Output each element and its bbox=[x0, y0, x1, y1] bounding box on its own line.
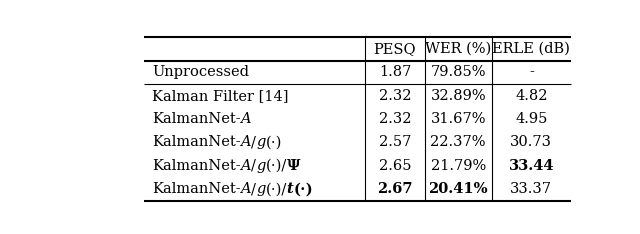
Text: /: / bbox=[251, 135, 256, 150]
Text: (⋅)/: (⋅)/ bbox=[266, 182, 287, 196]
Text: KalmanNet-: KalmanNet- bbox=[152, 135, 241, 150]
Text: 79.85%: 79.85% bbox=[431, 65, 486, 79]
Text: 21.79%: 21.79% bbox=[431, 159, 486, 173]
Text: KalmanNet-: KalmanNet- bbox=[152, 159, 241, 173]
Text: g: g bbox=[256, 159, 266, 173]
Text: (⋅): (⋅) bbox=[293, 182, 313, 196]
Text: 2.65: 2.65 bbox=[379, 159, 412, 173]
Text: Kalman Filter [14]: Kalman Filter [14] bbox=[152, 89, 289, 103]
Text: 2.57: 2.57 bbox=[379, 135, 411, 150]
Text: PESQ: PESQ bbox=[374, 42, 416, 56]
Text: g: g bbox=[256, 135, 266, 150]
Text: 4.82: 4.82 bbox=[515, 89, 548, 103]
Text: 30.73: 30.73 bbox=[510, 135, 552, 150]
Text: 33.37: 33.37 bbox=[510, 182, 552, 196]
Text: 31.67%: 31.67% bbox=[431, 112, 486, 126]
Text: -: - bbox=[529, 65, 534, 79]
Text: /: / bbox=[251, 159, 256, 173]
Text: A: A bbox=[241, 182, 251, 196]
Text: A: A bbox=[241, 135, 251, 150]
Text: /: / bbox=[251, 182, 256, 196]
Text: 33.44: 33.44 bbox=[509, 159, 554, 173]
Text: Unprocessed: Unprocessed bbox=[152, 65, 249, 79]
Text: 32.89%: 32.89% bbox=[430, 89, 486, 103]
Text: Ψ: Ψ bbox=[287, 159, 300, 173]
Text: 2.32: 2.32 bbox=[379, 112, 412, 126]
Text: 1.87: 1.87 bbox=[379, 65, 411, 79]
Text: g: g bbox=[256, 182, 266, 196]
Text: 2.32: 2.32 bbox=[379, 89, 412, 103]
Text: 20.41%: 20.41% bbox=[428, 182, 488, 196]
Text: KalmanNet-: KalmanNet- bbox=[152, 182, 241, 196]
Text: ERLE (dB): ERLE (dB) bbox=[492, 42, 570, 56]
Text: A: A bbox=[241, 112, 251, 126]
Text: KalmanNet-: KalmanNet- bbox=[152, 112, 241, 126]
Text: A: A bbox=[241, 159, 251, 173]
Text: (⋅)/: (⋅)/ bbox=[266, 159, 287, 173]
Text: 2.67: 2.67 bbox=[377, 182, 413, 196]
Text: WER (%): WER (%) bbox=[425, 42, 492, 56]
Text: (⋅): (⋅) bbox=[266, 135, 282, 150]
Text: 22.37%: 22.37% bbox=[431, 135, 486, 150]
Text: t: t bbox=[287, 182, 293, 196]
Text: 4.95: 4.95 bbox=[515, 112, 548, 126]
